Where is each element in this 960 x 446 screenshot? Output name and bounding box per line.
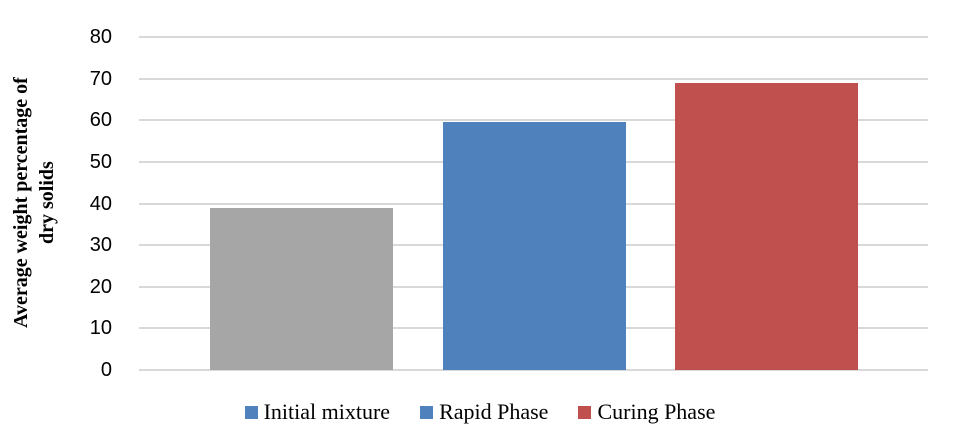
gridline <box>139 77 928 80</box>
legend-label: Rapid Phase <box>439 399 549 424</box>
bar-initial-mixture <box>210 207 393 370</box>
y-tick-label: 10 <box>89 317 112 340</box>
gridline <box>139 119 928 122</box>
bar-rapid-phase <box>442 122 626 370</box>
gridline <box>139 36 928 38</box>
gridline <box>139 369 928 371</box>
plot-area <box>139 36 928 371</box>
legend-swatch-icon <box>420 405 434 419</box>
y-tick-label: 70 <box>89 67 112 90</box>
y-tick-label: 20 <box>89 275 112 298</box>
y-tick-label: 30 <box>89 234 112 257</box>
legend-label: Initial mixture <box>263 399 391 424</box>
legend-item: Rapid Phase <box>420 399 548 425</box>
y-tick-label: 60 <box>89 109 112 132</box>
y-tick-label: 80 <box>89 26 112 48</box>
legend-item: Curing Phase <box>578 399 715 425</box>
legend-item: Initial mixture <box>244 399 391 425</box>
y-tick-label: 40 <box>89 192 112 215</box>
legend-swatch-icon <box>578 405 592 419</box>
legend-swatch-icon <box>244 405 258 419</box>
y-tick-label: 50 <box>89 150 112 173</box>
legend: Initial mixture Rapid Phase Curing Phase <box>0 399 960 425</box>
y-axis-tick-labels: 0 10 20 30 40 50 60 70 80 <box>0 26 112 381</box>
legend-label: Curing Phase <box>597 399 716 424</box>
bar-curing-phase <box>675 82 858 370</box>
y-tick-label: 0 <box>100 359 112 381</box>
